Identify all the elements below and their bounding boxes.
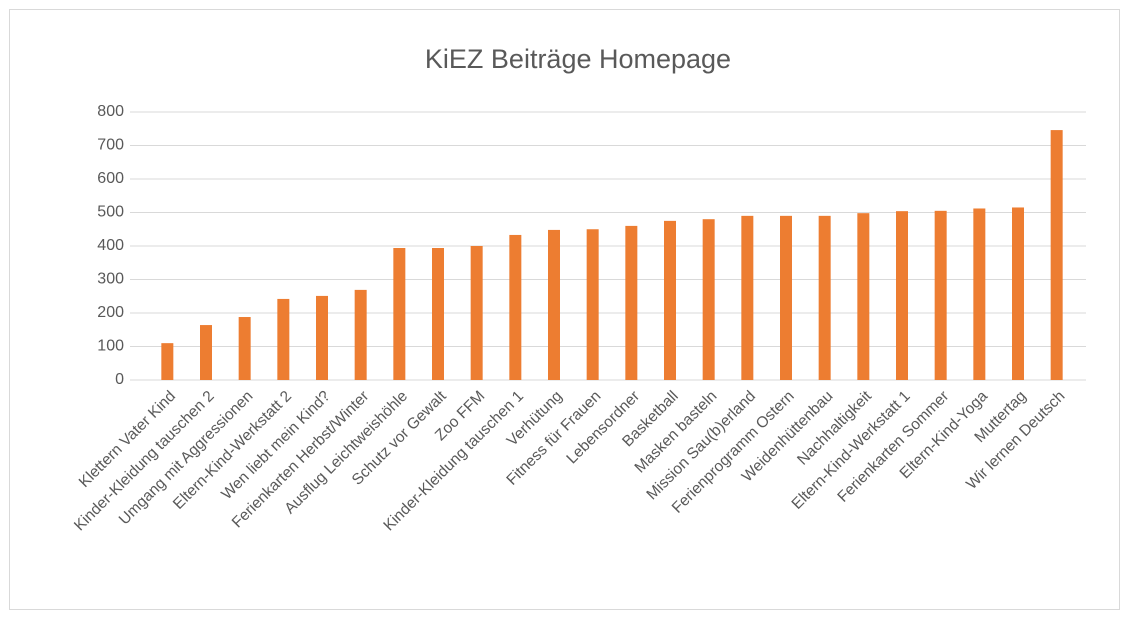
y-tick-label: 500 (97, 204, 124, 221)
bar (857, 213, 870, 380)
y-tick-label: 700 (97, 137, 124, 154)
bar (316, 295, 328, 380)
chart-title: KiEZ Beiträge Homepage (425, 44, 731, 74)
bar (548, 229, 560, 380)
y-tick-label: 800 (97, 103, 124, 120)
y-tick-label: 300 (97, 271, 124, 288)
bar (586, 229, 599, 380)
chart-border (9, 9, 1120, 610)
bar (200, 325, 212, 380)
y-tick-label: 200 (97, 304, 124, 321)
bar (1012, 207, 1024, 380)
y-tick-label: 100 (97, 338, 124, 355)
bar (277, 298, 290, 380)
bar (432, 248, 444, 380)
y-tick-label: 0 (115, 371, 124, 388)
y-tick-label: 400 (97, 237, 124, 254)
bar (741, 215, 754, 380)
bar (934, 210, 947, 380)
bar (470, 246, 483, 380)
bar (509, 234, 522, 380)
y-tick-label: 600 (97, 170, 124, 187)
bar (780, 215, 792, 380)
bar (818, 215, 831, 380)
bar (973, 208, 986, 380)
bar (161, 343, 174, 380)
bar (238, 317, 251, 380)
bar (354, 289, 367, 380)
bar (896, 211, 908, 380)
bar (1050, 130, 1063, 380)
bar (702, 219, 715, 380)
bar (664, 220, 676, 380)
bar (393, 248, 406, 380)
bar (625, 225, 638, 380)
